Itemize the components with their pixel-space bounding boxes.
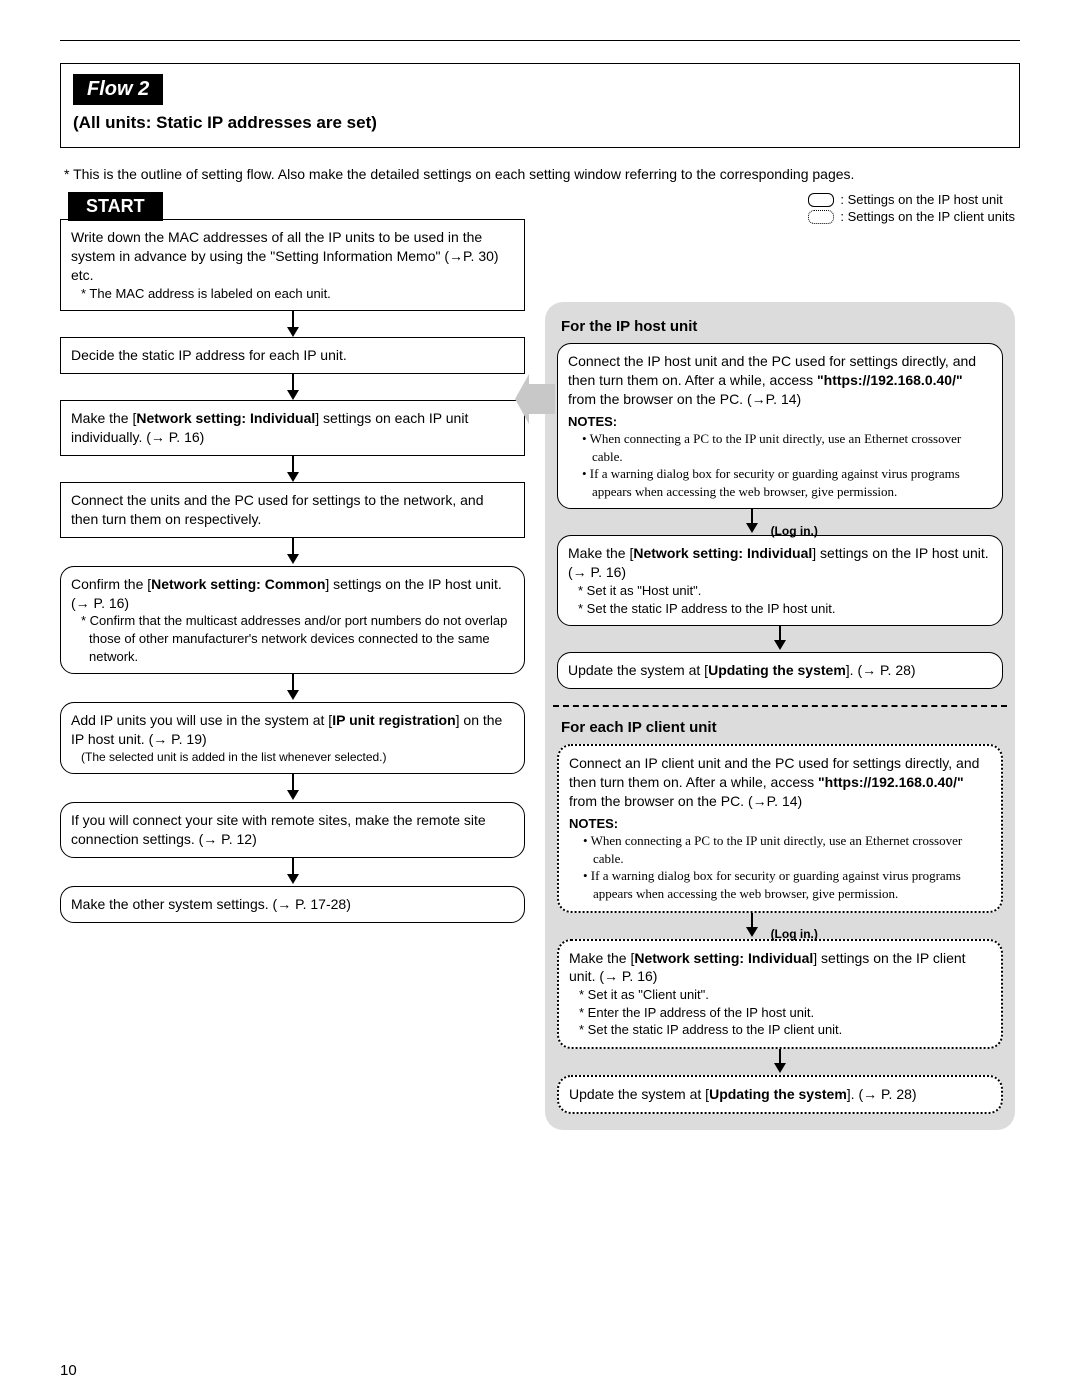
text: Make the [ [569, 950, 634, 966]
arrow-down-icon [60, 456, 525, 484]
arrow-down-login: (Log in.) [557, 509, 1003, 535]
text: Confirm the [ [71, 576, 151, 592]
notes-label: NOTES: [569, 815, 991, 833]
client-box: Make the [Network setting: Individual] s… [557, 939, 1003, 1049]
client-box: Connect an IP client unit and the PC use… [557, 744, 1003, 912]
text: If you will connect your site with remot… [71, 812, 486, 847]
gray-panel: For the IP host unit Connect the IP host… [545, 302, 1015, 1130]
text: Update the system at [ [568, 662, 708, 678]
step-box: Decide the static IP address for each IP… [60, 337, 525, 374]
text: Write down the MAC addresses of all the … [71, 229, 499, 283]
bold: IP unit registration [332, 712, 455, 728]
flow-tag: Flow 2 [73, 74, 163, 105]
right-column: : Settings on the IP host unit : Setting… [545, 192, 1015, 1130]
text: Make the [ [71, 410, 136, 426]
text: Make the [ [568, 545, 633, 561]
text: Decide the static IP address for each IP… [71, 347, 347, 363]
host-heading: For the IP host unit [561, 318, 1003, 335]
host-box: Make the [Network setting: Individual] s… [557, 535, 1003, 626]
outline-note: * This is the outline of setting flow. A… [64, 166, 1020, 182]
legend-solid-icon [808, 193, 834, 207]
step-box: Make the [Network setting: Individual] s… [60, 400, 525, 456]
note-item: • When connecting a PC to the IP unit di… [582, 430, 992, 465]
bold: "https://192.168.0.40/" [817, 372, 963, 388]
left-column: START Write down the MAC addresses of al… [60, 192, 525, 923]
text: ]. (→ P. 28) [846, 662, 916, 678]
bold: Updating the system [708, 662, 846, 678]
arrow-down-icon [60, 674, 525, 702]
sub-text: * Set the static IP address to the IP ho… [578, 600, 992, 618]
arrow-down-icon [60, 374, 525, 402]
sub-text: * Set it as "Host unit". [578, 582, 992, 600]
bold: Network setting: Individual [633, 545, 812, 561]
arrow-down-icon [60, 311, 525, 339]
step-rbox: Confirm the [Network setting: Common] se… [60, 566, 525, 674]
legend: : Settings on the IP host unit : Setting… [808, 192, 1015, 226]
text: ]. (→ P. 28) [847, 1086, 917, 1102]
dashed-separator [553, 705, 1007, 707]
sub-text: * Set the static IP address to the IP cl… [579, 1021, 991, 1039]
sub-text: (The selected unit is added in the list … [81, 749, 514, 765]
bold: "https://192.168.0.40/" [818, 774, 964, 790]
title-frame: Flow 2 (All units: Static IP addresses a… [60, 63, 1020, 148]
sub-text: * Set it as "Client unit". [579, 986, 991, 1004]
client-heading: For each IP client unit [561, 719, 1003, 736]
arrow-down-icon [60, 538, 525, 566]
legend-text: : Settings on the IP client units [840, 209, 1015, 224]
step-box: Connect the units and the PC used for se… [60, 482, 525, 538]
text: Update the system at [ [569, 1086, 709, 1102]
page-number: 10 [60, 1362, 77, 1379]
legend-text: : Settings on the IP host unit [840, 192, 1002, 207]
text: Connect the units and the PC used for se… [71, 492, 483, 527]
notes-label: NOTES: [568, 413, 992, 431]
text: from the browser on the PC. (→P. 14) [569, 793, 802, 809]
note-item: • If a warning dialog box for security o… [582, 465, 992, 500]
client-box: Update the system at [Updating the syste… [557, 1075, 1003, 1114]
subtitle: (All units: Static IP addresses are set) [73, 113, 1007, 133]
note-item: • When connecting a PC to the IP unit di… [583, 832, 991, 867]
host-box: Connect the IP host unit and the PC used… [557, 343, 1003, 509]
arrow-left-icon [515, 374, 555, 424]
sub-text: * The MAC address is labeled on each uni… [81, 285, 514, 303]
text: Add IP units you will use in the system … [71, 712, 332, 728]
note-item: • If a warning dialog box for security o… [583, 867, 991, 902]
legend-dotted-icon [808, 210, 834, 224]
arrow-down-icon [557, 626, 1003, 652]
sub-text: * Confirm that the multicast addresses a… [81, 612, 514, 665]
text: Make the other system settings. (→ P. 17… [71, 896, 351, 912]
step-rbox: Make the other system settings. (→ P. 17… [60, 886, 525, 923]
bold: Network setting: Common [151, 576, 325, 592]
bold: Network setting: Individual [634, 950, 813, 966]
arrow-down-login: (Log in.) [557, 913, 1003, 939]
step-box: Write down the MAC addresses of all the … [60, 219, 525, 311]
bold: Network setting: Individual [136, 410, 315, 426]
arrow-down-icon [557, 1049, 1003, 1075]
step-rbox: Add IP units you will use in the system … [60, 702, 525, 774]
arrow-down-icon [60, 858, 525, 886]
bold: Updating the system [709, 1086, 847, 1102]
text: from the browser on the PC. (→P. 14) [568, 391, 801, 407]
arrow-down-icon [60, 774, 525, 802]
start-tag: START [68, 192, 163, 221]
sub-text: * Enter the IP address of the IP host un… [579, 1004, 991, 1022]
step-rbox: If you will connect your site with remot… [60, 802, 525, 858]
host-box: Update the system at [Updating the syste… [557, 652, 1003, 689]
